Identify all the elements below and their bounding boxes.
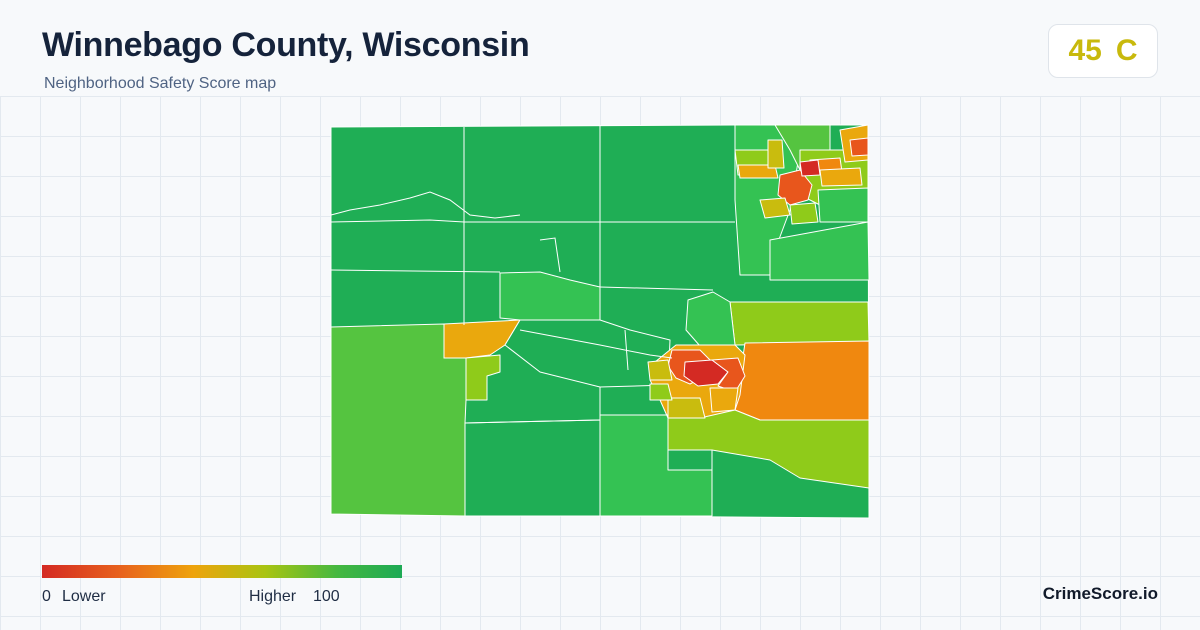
- map-tract[interactable]: [769, 221, 870, 281]
- legend-lower-label: Lower: [62, 588, 106, 605]
- map-tract[interactable]: [817, 187, 869, 223]
- legend-color-scale: [42, 565, 402, 578]
- map-tract[interactable]: [647, 359, 673, 381]
- safety-score-card: 45 C: [1048, 24, 1158, 78]
- legend-higher-label: Higher: [249, 588, 297, 605]
- map-tract[interactable]: [777, 169, 813, 206]
- map-tract[interactable]: [819, 167, 863, 187]
- map-tract[interactable]: [789, 202, 819, 225]
- map-tract[interactable]: [499, 271, 601, 321]
- page-subtitle: Neighborhood Safety Score map: [44, 75, 277, 92]
- map-tract[interactable]: [849, 137, 869, 157]
- map-tract[interactable]: [465, 354, 501, 401]
- safety-score-grade: C: [1115, 34, 1138, 67]
- legend-min-value: 0: [42, 588, 51, 605]
- map-tract[interactable]: [667, 397, 706, 419]
- map-tract[interactable]: [759, 197, 791, 219]
- map-tract[interactable]: [685, 291, 736, 347]
- map-tract[interactable]: [667, 404, 870, 489]
- map-tract[interactable]: [734, 340, 870, 421]
- legend-max-value: 100: [313, 588, 340, 605]
- brand-logo-text[interactable]: CrimeScore.io: [1042, 584, 1158, 603]
- map-tract[interactable]: [709, 387, 739, 413]
- page-title: Winnebago County, Wisconsin: [42, 26, 530, 64]
- map-tract[interactable]: [729, 301, 870, 346]
- map-tract[interactable]: [464, 419, 601, 517]
- map-tract[interactable]: [649, 383, 673, 401]
- safety-score-value: 45: [1068, 34, 1102, 67]
- map-tract[interactable]: [799, 159, 821, 177]
- map-tract[interactable]: [767, 139, 785, 169]
